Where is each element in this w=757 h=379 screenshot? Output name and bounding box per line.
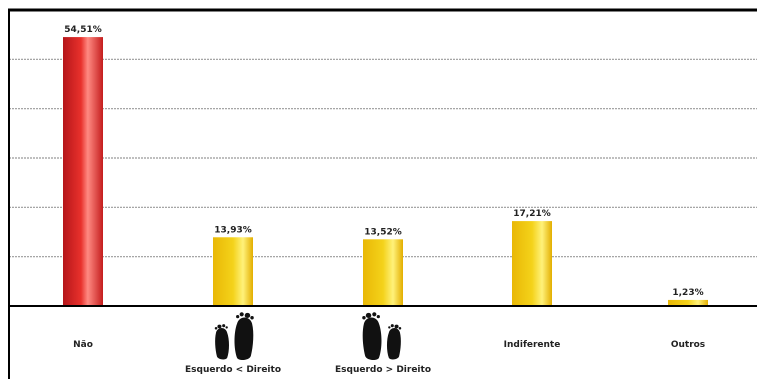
category-label-2: Esquerdo > Direito <box>335 365 431 375</box>
value-label-1: 13,93% <box>214 225 252 235</box>
feet-left-larger-icon <box>362 312 402 361</box>
value-label-4: 1,23% <box>672 288 703 298</box>
bar-0 <box>63 37 103 307</box>
category-label-3: Indiferente <box>504 340 561 350</box>
bars-group <box>63 37 708 307</box>
bar-4 <box>668 299 708 306</box>
category-icons-group <box>214 312 402 361</box>
feet-left-smaller-icon <box>214 312 254 361</box>
value-label-0: 54,51% <box>64 25 102 35</box>
category-label-1: Esquerdo < Direito <box>185 365 281 375</box>
value-label-3: 17,21% <box>513 209 551 219</box>
bar-1 <box>213 237 253 306</box>
category-label-4: Outros <box>671 340 705 350</box>
category-label-0: Não <box>73 340 93 350</box>
value-labels-group: 54,51% 13,93% 13,52% 17,21% 1,23% <box>64 25 703 298</box>
bar-3 <box>512 221 552 306</box>
category-labels-group: Não Esquerdo < Direito Esquerdo > Direito I… <box>73 340 705 375</box>
bar-2 <box>363 239 403 306</box>
value-label-2: 13,52% <box>364 227 402 237</box>
